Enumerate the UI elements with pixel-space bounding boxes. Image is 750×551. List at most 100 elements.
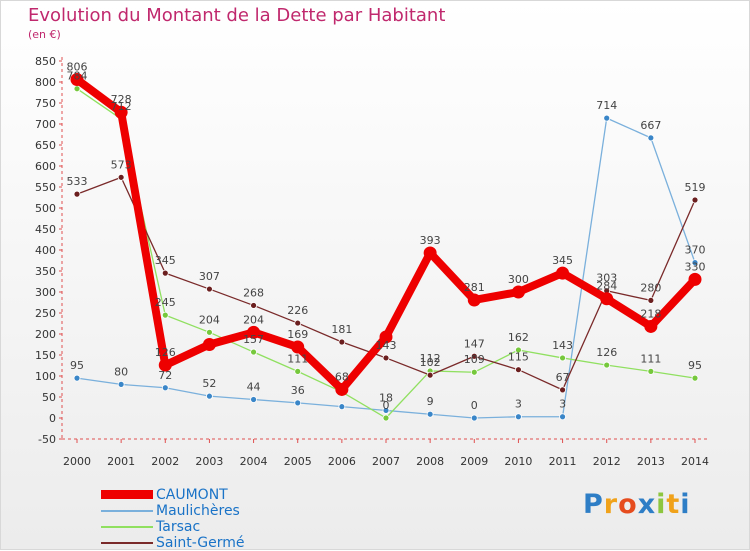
- data-label-saint-germe: 533: [67, 175, 88, 188]
- data-label-caumont: 728: [111, 93, 132, 106]
- data-label-maulicheres: 3: [515, 398, 522, 411]
- legend-swatch-saint-germe: [101, 542, 153, 544]
- logo-letter: x: [637, 489, 657, 520]
- logo-letter: t: [666, 489, 681, 520]
- data-point-saint-germe: [294, 319, 302, 327]
- data-label-tarsac: 143: [552, 339, 573, 352]
- logo-letter: o: [618, 489, 638, 520]
- y-tick-label: 750: [35, 97, 56, 110]
- data-point-caumont: [70, 72, 84, 86]
- y-tick-label: 50: [42, 391, 56, 404]
- data-point-tarsac: [250, 348, 257, 356]
- data-point-maulicheres: [206, 392, 213, 400]
- data-point-tarsac: [470, 368, 478, 376]
- data-point-tarsac: [294, 367, 302, 375]
- x-tick-label: 2007: [372, 455, 400, 468]
- data-label-maulicheres: 95: [70, 359, 84, 372]
- data-point-caumont: [688, 272, 702, 286]
- legend-label-saint-germe: Saint-Germé: [156, 535, 245, 551]
- data-label-caumont: 218: [640, 307, 661, 320]
- data-point-saint-germe: [382, 354, 390, 362]
- data-point-caumont: [335, 382, 349, 396]
- data-label-tarsac: 126: [596, 346, 617, 359]
- data-point-tarsac: [603, 361, 611, 369]
- data-point-tarsac: [515, 346, 522, 354]
- legend-item-saint-germe: Saint-Germé: [101, 535, 301, 551]
- y-tick-label: 400: [35, 244, 56, 257]
- data-point-maulicheres: [294, 399, 302, 407]
- data-point-maulicheres: [559, 413, 566, 421]
- legend-label-caumont: CAUMONT: [156, 487, 228, 503]
- y-tick-label: 0: [49, 412, 56, 425]
- legend-swatch-caumont: [101, 490, 153, 499]
- data-label-saint-germe: 115: [508, 351, 529, 364]
- data-label-caumont: 806: [67, 60, 88, 73]
- y-tick-label: 550: [35, 181, 56, 194]
- data-point-maulicheres: [691, 259, 699, 267]
- data-point-caumont: [423, 246, 437, 260]
- data-label-saint-germe: 226: [287, 304, 308, 317]
- data-label-maulicheres: 370: [685, 244, 706, 257]
- x-tick-label: 2006: [328, 455, 356, 468]
- data-label-saint-germe: 147: [464, 337, 485, 350]
- data-point-maulicheres: [117, 380, 125, 388]
- data-point-maulicheres: [426, 410, 434, 418]
- data-point-tarsac: [161, 311, 169, 319]
- legend: CAUMONT Maulichères Tarsac Saint-Germé: [101, 487, 301, 551]
- data-point-maulicheres: [470, 414, 478, 422]
- legend-label-maulicheres: Maulichères: [156, 503, 240, 519]
- data-point-tarsac: [382, 414, 390, 422]
- y-tick-label: 600: [35, 160, 56, 173]
- y-tick-label: 450: [35, 223, 56, 236]
- data-label-caumont: 68: [335, 370, 349, 383]
- data-point-caumont: [202, 338, 216, 351]
- logo-letter: r: [603, 489, 619, 520]
- data-point-saint-germe: [647, 296, 655, 304]
- data-point-tarsac: [691, 374, 699, 382]
- proxiti-logo: Proxiti: [583, 489, 691, 520]
- x-tick-label: 2001: [107, 455, 135, 468]
- data-point-maulicheres: [73, 374, 81, 382]
- data-label-saint-germe: 67: [556, 371, 570, 384]
- data-label-maulicheres: 3: [559, 398, 566, 411]
- x-tick-label: 2011: [549, 455, 577, 468]
- legend-swatch-maulicheres: [101, 510, 153, 512]
- data-label-tarsac: 111: [287, 352, 308, 365]
- data-label-caumont: 204: [243, 313, 264, 326]
- y-tick-label: 850: [35, 55, 56, 68]
- data-point-saint-germe: [161, 269, 169, 277]
- data-point-saint-germe: [338, 338, 346, 346]
- x-tick-label: 2004: [240, 455, 268, 468]
- data-point-caumont: [600, 292, 614, 306]
- data-label-saint-germe: 519: [685, 181, 706, 194]
- data-point-caumont: [114, 105, 128, 119]
- data-point-saint-germe: [250, 302, 257, 309]
- legend-item-tarsac: Tarsac: [101, 519, 301, 535]
- x-tick-label: 2012: [593, 455, 621, 468]
- data-point-caumont: [556, 266, 570, 280]
- data-label-caumont: 284: [596, 280, 617, 293]
- data-point-maulicheres: [647, 134, 655, 142]
- data-label-caumont: 330: [685, 260, 706, 273]
- data-point-saint-germe: [426, 371, 434, 379]
- data-label-maulicheres: 667: [640, 119, 661, 132]
- data-label-maulicheres: 36: [291, 384, 305, 397]
- y-tick-label: 100: [35, 370, 56, 383]
- data-point-tarsac: [559, 354, 566, 362]
- y-tick-label: 350: [35, 265, 56, 278]
- data-label-saint-germe: 280: [640, 281, 661, 294]
- y-tick-label: 800: [35, 76, 56, 89]
- data-label-saint-germe: 143: [376, 339, 397, 352]
- data-point-caumont: [158, 358, 172, 372]
- chart-title: Evolution du Montant de la Dette par Hab…: [28, 5, 446, 26]
- x-tick-label: 2014: [681, 455, 709, 468]
- data-point-saint-germe: [515, 366, 522, 374]
- data-label-saint-germe: 268: [243, 286, 264, 299]
- data-point-caumont: [379, 330, 393, 344]
- data-point-tarsac: [647, 367, 655, 375]
- legend-label-tarsac: Tarsac: [156, 519, 201, 535]
- data-label-caumont: 345: [552, 254, 573, 267]
- data-point-maulicheres: [161, 384, 169, 392]
- data-point-maulicheres: [515, 413, 522, 421]
